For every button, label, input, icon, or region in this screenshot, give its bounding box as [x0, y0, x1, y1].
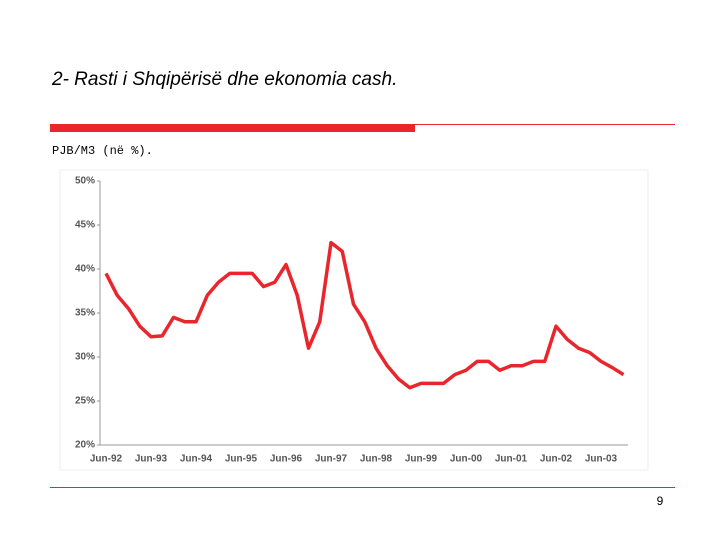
x-tick-label: Jun-96 — [270, 454, 303, 465]
page-number: 9 — [657, 494, 664, 508]
x-tick-label: Jun-00 — [450, 454, 483, 465]
x-tick-label: Jun-99 — [405, 454, 438, 465]
slide-title: 2- Rasti i Shqipërisë dhe ekonomia cash. — [51, 69, 397, 90]
y-tick-label: 50% — [75, 176, 95, 187]
x-tick-label: Jun-92 — [90, 454, 123, 465]
y-tick-label: 45% — [75, 220, 95, 231]
title-bar — [50, 124, 415, 132]
line-series — [104, 240, 625, 390]
y-tick-label: 35% — [75, 308, 95, 319]
y-tick-label: 25% — [75, 396, 95, 407]
chart-area — [59, 169, 649, 471]
x-tick-label: Jun-02 — [540, 454, 573, 465]
y-tick-label: 30% — [75, 352, 95, 363]
x-tick-label: Jun-98 — [360, 454, 393, 465]
x-tick-label: Jun-93 — [135, 454, 168, 465]
y-tick-label: 40% — [75, 264, 95, 275]
x-tick-label: Jun-97 — [315, 454, 348, 465]
x-tick-label: Jun-01 — [495, 454, 528, 465]
x-tick-label: Jun-95 — [225, 454, 258, 465]
subtitle: PJB/M3 (në %). — [52, 144, 153, 158]
x-tick-label: Jun-94 — [180, 454, 213, 465]
x-tick-label: Jun-03 — [585, 454, 618, 465]
y-tick-label: 20% — [75, 440, 95, 451]
